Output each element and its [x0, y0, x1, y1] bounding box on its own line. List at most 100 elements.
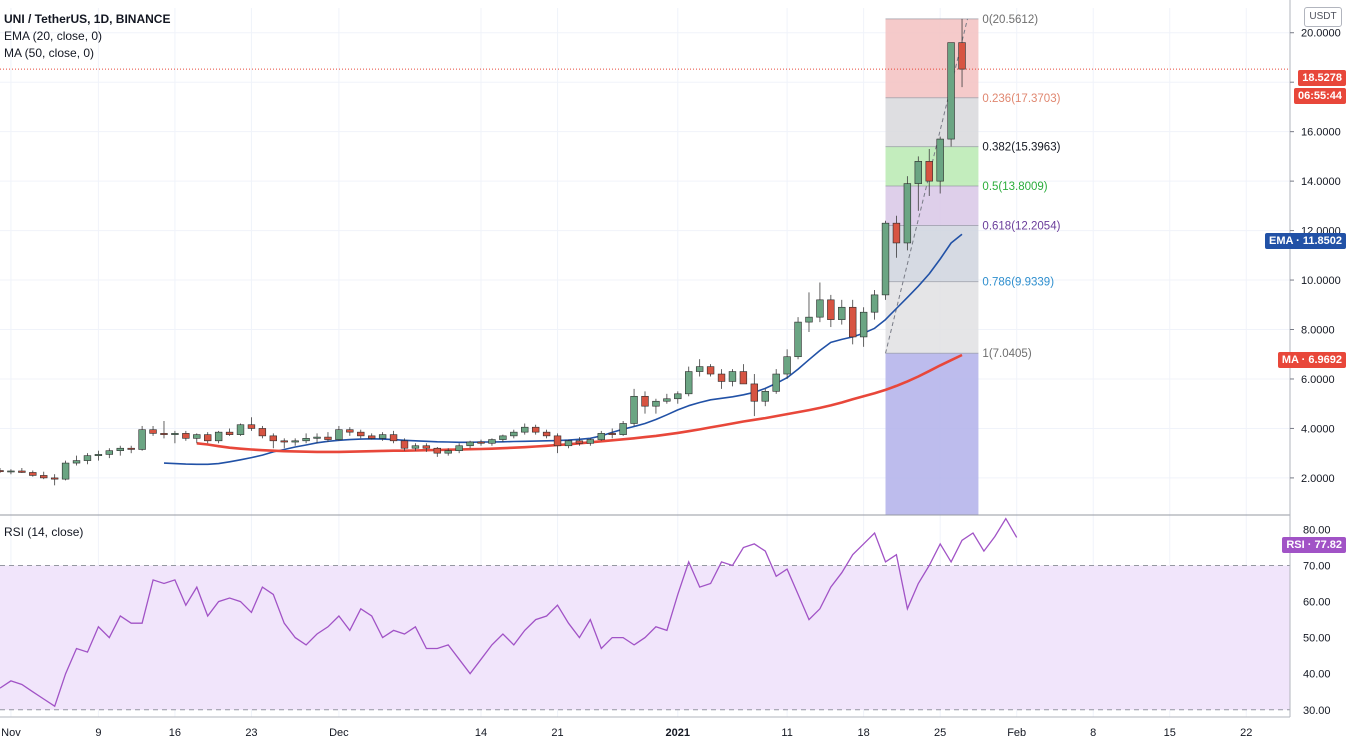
fib-zone: [885, 353, 979, 515]
candle-down: [925, 161, 933, 182]
symbol-title: UNI / TetherUS, 1D, BINANCE: [4, 12, 171, 26]
candle-down: [958, 42, 966, 70]
candle-up: [214, 431, 223, 442]
candle-down: [717, 373, 726, 382]
candle-down: [324, 436, 332, 440]
fib-level-label: 0.236(17.3703): [982, 93, 1060, 105]
candle-up: [72, 460, 81, 464]
candle-up: [411, 445, 420, 449]
fib-level-label: 1(7.0405): [982, 348, 1031, 360]
candle-up: [685, 371, 693, 395]
candle-down: [892, 222, 901, 244]
ema-tag: EMA · 11.8502: [1265, 233, 1346, 249]
ma-tag-label: MA: [1281, 354, 1299, 366]
candle-down: [18, 470, 26, 473]
candle-up: [936, 138, 944, 182]
candle-up: [783, 356, 791, 375]
candle-up: [521, 426, 529, 433]
price-tick-label: 8.0000: [1301, 325, 1335, 337]
price-tag: 18.5278: [1298, 70, 1346, 86]
price-tick-label: 20.0000: [1301, 28, 1341, 40]
candle-down: [827, 299, 835, 320]
fib-level-label: 0.5(13.8009): [982, 181, 1047, 193]
candle-up: [171, 433, 179, 435]
ma-legend: MA (50, close, 0): [4, 46, 95, 60]
time-tick-label: Dec: [329, 727, 349, 739]
candle-down: [750, 383, 759, 402]
candle-up: [116, 447, 124, 451]
fib-trend-line: [885, 18, 968, 354]
currency-selector[interactable]: USDT: [1304, 7, 1342, 27]
rsi-tick-label: 30.00: [1303, 705, 1331, 717]
rsi-tick-label: 50.00: [1303, 633, 1331, 645]
candle-up: [619, 423, 627, 435]
rsi-tick-label: 70.00: [1303, 561, 1331, 573]
rsi-tag: RSI · 77.82: [1282, 537, 1346, 553]
candle-up: [728, 371, 737, 382]
price-tick-label: 6.0000: [1301, 374, 1335, 386]
candle-up: [193, 434, 201, 439]
candle-up: [630, 395, 638, 424]
price-tick-label: 2.0000: [1301, 473, 1335, 485]
candle-up: [378, 434, 387, 439]
ema-tag-value: 11.8502: [1302, 235, 1342, 247]
fib-zone: [885, 186, 979, 226]
price-tick-label: 4.0000: [1301, 423, 1335, 435]
time-tick-label: Feb: [1007, 727, 1026, 739]
time-tick-label: 21: [551, 727, 563, 739]
candle-up: [105, 450, 114, 455]
candle-down: [258, 428, 267, 437]
candle-up: [335, 429, 343, 440]
rsi-legend: RSI (14, close): [4, 525, 84, 539]
candle-up: [291, 440, 299, 443]
candle-up: [816, 299, 824, 318]
candle-down: [477, 441, 485, 444]
candle-up: [674, 393, 682, 400]
time-tick-label: 16: [169, 727, 181, 739]
candle-up: [652, 400, 660, 407]
price-tick-label: 14.0000: [1301, 176, 1341, 188]
candle-down: [40, 475, 48, 479]
candle-down: [849, 306, 857, 338]
candle-down: [182, 433, 190, 439]
candle-down: [225, 431, 234, 435]
candle-down: [553, 435, 562, 447]
candle-up: [444, 450, 452, 454]
fib-level-label: 0(20.5612): [982, 14, 1038, 26]
candle-down: [641, 395, 649, 407]
candle-up: [499, 435, 507, 440]
candle-up: [564, 440, 573, 447]
rsi-tick-label: 80.00: [1303, 524, 1331, 536]
time-tick-label: 25: [934, 727, 946, 739]
candle-down: [357, 431, 365, 437]
ma-tag: MA · 6.9692: [1277, 352, 1346, 368]
candle-down: [247, 424, 256, 429]
ema-tag-label: EMA: [1269, 235, 1294, 247]
candle-down: [422, 445, 431, 449]
candle-up: [914, 161, 922, 184]
candle-down: [575, 440, 584, 444]
candle-up: [870, 294, 879, 313]
rsi-tick-label: 60.00: [1303, 597, 1331, 609]
candle-up: [947, 42, 955, 140]
candle-up: [94, 454, 103, 456]
time-tick-label: 8: [1090, 727, 1096, 739]
rsi-tag-value: 77.82: [1314, 539, 1342, 551]
candle-down: [280, 440, 288, 443]
candle-down: [400, 440, 409, 449]
candle-down: [706, 366, 715, 375]
price-tick-label: 10.0000: [1301, 275, 1341, 287]
fib-level-label: 0.382(15.3963): [982, 142, 1060, 154]
time-tick-label: 11: [781, 727, 792, 739]
fib-level-label: 0.786(9.9339): [982, 277, 1054, 289]
candle-up: [61, 462, 70, 480]
time-tick-label: Nov: [1, 727, 21, 739]
candle-up: [83, 455, 92, 461]
time-tick-label: 22: [1240, 727, 1252, 739]
time-tick-label: 18: [858, 727, 870, 739]
candle-down: [149, 429, 157, 434]
rsi-tag-label: RSI: [1286, 539, 1305, 551]
candle-up: [586, 439, 595, 444]
candle-up: [695, 366, 704, 372]
